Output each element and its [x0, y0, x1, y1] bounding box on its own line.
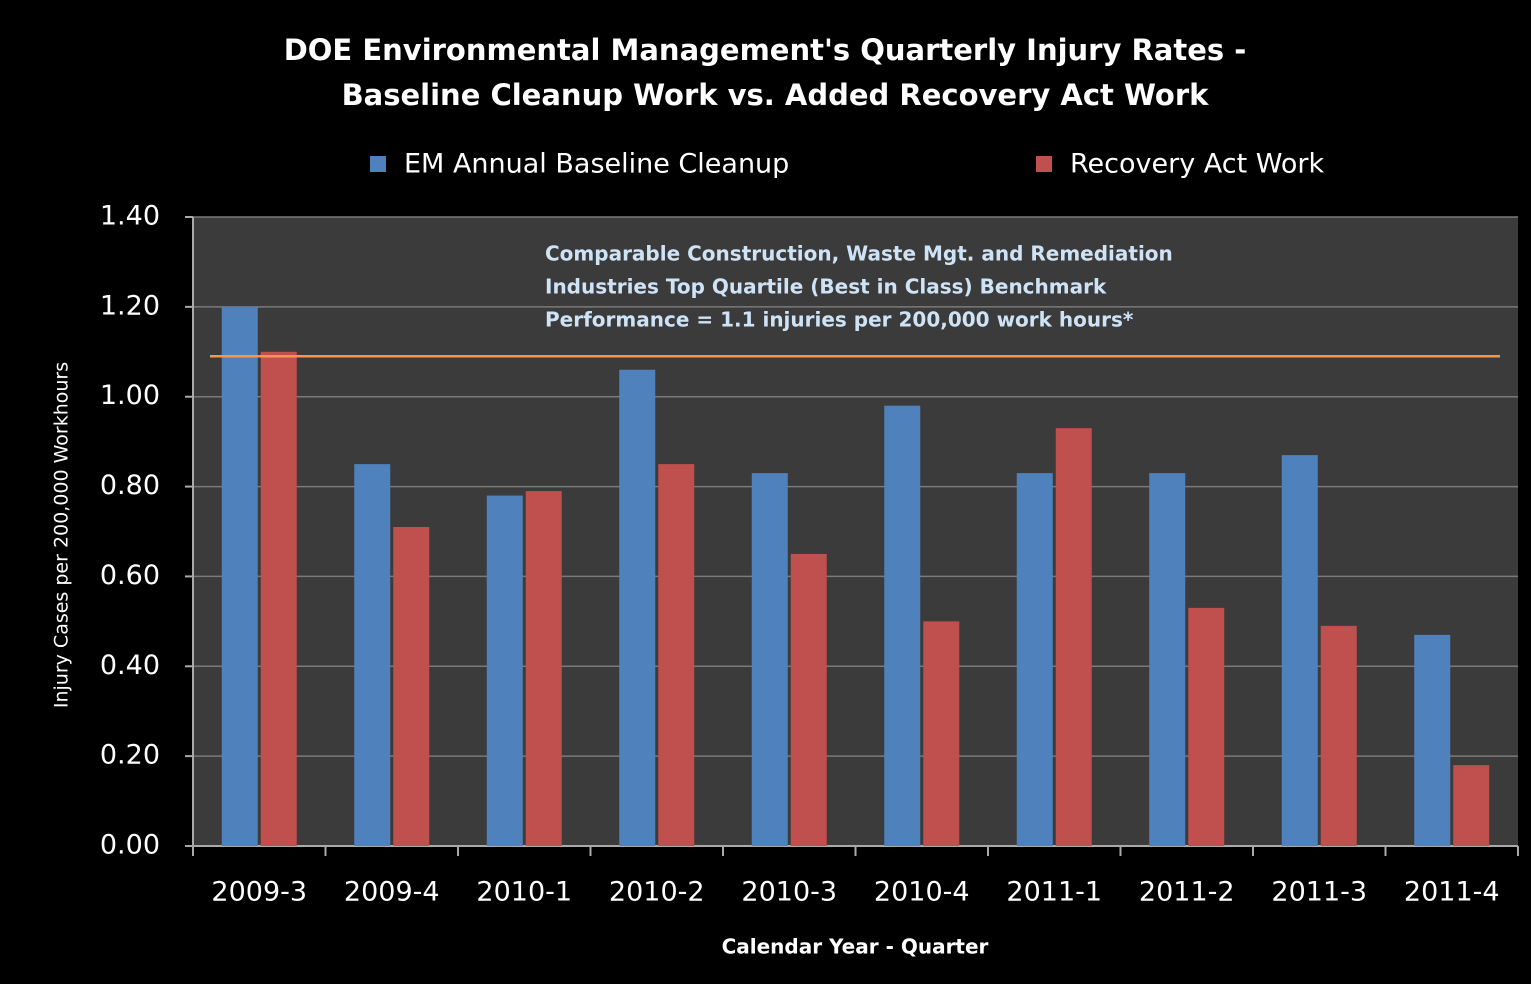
y-tick-label: 0.40: [100, 650, 160, 681]
chart-title: DOE Environmental Management's Quarterly…: [284, 33, 1247, 67]
y-tick-label: 0.00: [100, 830, 160, 861]
bar: [1453, 765, 1490, 846]
bar: [884, 405, 921, 846]
bar: [1414, 634, 1451, 846]
bar: [923, 621, 960, 846]
y-tick-label: 1.40: [100, 201, 160, 232]
bar: [619, 369, 656, 846]
bar: [525, 491, 562, 846]
y-axis-label: Injury Cases per 200,000 Workhours: [51, 362, 73, 708]
y-tick-label: 0.60: [100, 560, 160, 591]
x-tick-label: 2010-4: [874, 877, 970, 908]
bar: [354, 464, 391, 846]
bar: [751, 473, 788, 846]
bar: [1016, 473, 1053, 846]
x-tick-label: 2010-2: [609, 877, 705, 908]
chart-title: Baseline Cleanup Work vs. Added Recovery…: [342, 78, 1210, 112]
y-tick-label: 1.00: [100, 380, 160, 411]
bar: [790, 553, 827, 846]
bar: [1188, 607, 1225, 846]
bar: [393, 527, 430, 846]
x-tick-label: 2010-1: [476, 877, 572, 908]
x-tick-label: 2011-3: [1271, 877, 1367, 908]
bar: [1055, 428, 1092, 846]
x-tick-label: 2009-3: [211, 877, 307, 908]
annotation: Performance = 1.1 injuries per 200,000 w…: [545, 308, 1134, 332]
annotation: Comparable Construction, Waste Mgt. and …: [545, 242, 1173, 266]
bar: [486, 495, 523, 846]
y-tick-label: 0.80: [100, 470, 160, 501]
annotation: Industries Top Quartile (Best in Class) …: [545, 275, 1107, 299]
x-tick-label: 2011-4: [1404, 877, 1500, 908]
bar: [221, 306, 258, 846]
legend-label: Recovery Act Work: [1070, 149, 1325, 180]
x-tick-label: 2010-3: [741, 877, 837, 908]
legend-label: EM Annual Baseline Cleanup: [404, 149, 789, 180]
legend-swatch: [370, 156, 386, 172]
y-tick-label: 0.20: [100, 740, 160, 771]
x-tick-label: 2011-2: [1139, 877, 1235, 908]
bar: [1281, 455, 1318, 846]
bar: [260, 351, 297, 846]
legend-swatch: [1036, 156, 1052, 172]
x-tick-label: 2011-1: [1006, 877, 1102, 908]
y-tick-label: 1.20: [100, 290, 160, 321]
x-tick-label: 2009-4: [344, 877, 440, 908]
bar: [1320, 625, 1357, 846]
x-axis-label: Calendar Year - Quarter: [722, 935, 989, 959]
bar: [1149, 473, 1186, 846]
bar: [658, 464, 695, 846]
